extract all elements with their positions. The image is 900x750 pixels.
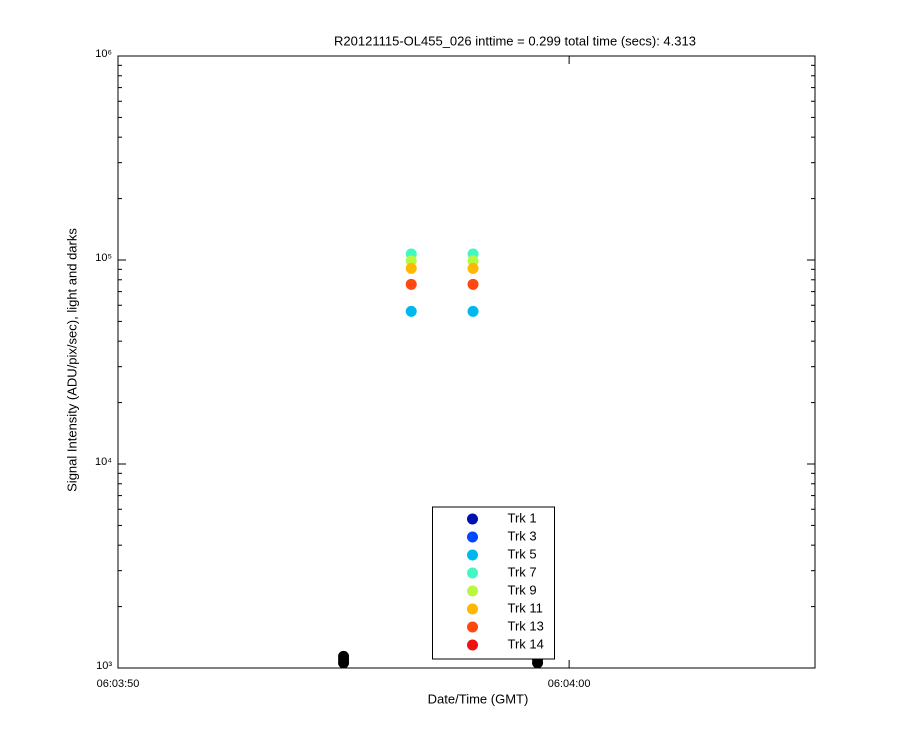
legend-marker [467, 639, 478, 651]
legend-marker [467, 513, 478, 525]
legend-marker [467, 531, 478, 543]
y-tick-label: 10³ [96, 660, 112, 672]
data-point [405, 262, 417, 274]
data-point [467, 262, 479, 274]
x-tick-label: 06:03:50 [97, 678, 140, 690]
legend-label: Trk 11 [508, 600, 543, 615]
y-tick-label: 10⁴ [95, 456, 112, 468]
y-axis-label: Signal Intensity (ADU/pix/sec), light an… [64, 228, 79, 492]
dark-point [338, 650, 350, 662]
y-tick-label: 10⁶ [95, 48, 112, 60]
legend-label: Trk 7 [508, 564, 537, 579]
legend-box [432, 506, 555, 660]
legend-marker [467, 603, 478, 615]
data-point [467, 305, 479, 317]
legend-marker [467, 549, 478, 561]
data-point [405, 278, 417, 290]
legend-label: Trk 5 [508, 546, 537, 561]
legend-label: Trk 1 [508, 510, 537, 525]
legend-marker [467, 585, 478, 597]
legend-label: Trk 3 [508, 528, 537, 543]
y-tick-label: 10⁵ [95, 252, 112, 264]
x-axis-label: Date/Time (GMT) [428, 691, 529, 706]
data-point [405, 305, 417, 317]
x-tick-label: 06:04:00 [548, 678, 591, 690]
legend-label: Trk 13 [508, 618, 544, 633]
legend-marker [467, 567, 478, 579]
data-point [467, 278, 479, 290]
chart-title: R20121115-OL455_026 inttime = 0.299 tota… [334, 33, 696, 48]
legend-label: Trk 9 [508, 582, 537, 597]
legend-label: Trk 14 [508, 636, 544, 651]
plot-frame [117, 55, 816, 669]
legend-marker [467, 621, 478, 633]
